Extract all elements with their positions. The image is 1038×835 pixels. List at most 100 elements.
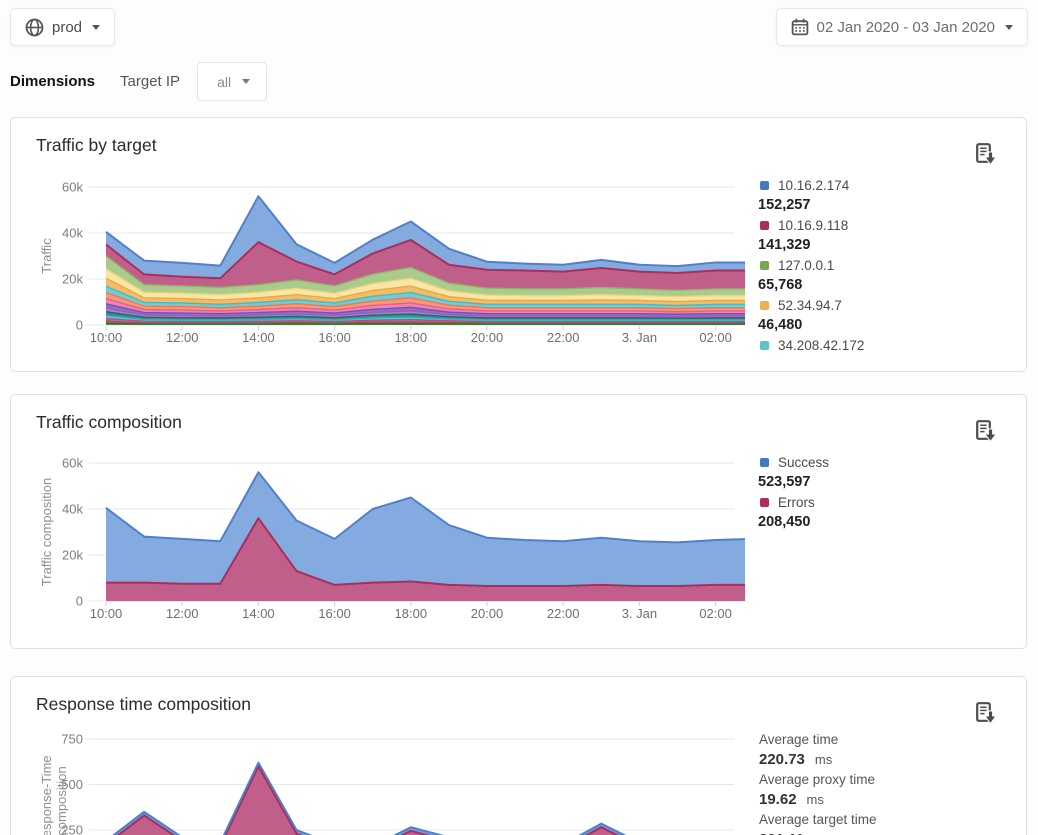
date-range-label: 02 Jan 2020 - 03 Jan 2020 bbox=[816, 18, 995, 36]
svg-text:0: 0 bbox=[76, 594, 83, 609]
svg-text:60k: 60k bbox=[62, 456, 83, 471]
stat-value-row: 220.73 ms bbox=[759, 750, 877, 770]
svg-text:20k: 20k bbox=[62, 548, 83, 563]
legend-value: 152,257 bbox=[758, 197, 811, 213]
svg-text:750: 750 bbox=[61, 732, 83, 747]
response-time-composition-card: Response time composition 25050075010:00… bbox=[10, 676, 1027, 835]
environment-label: prod bbox=[52, 18, 83, 36]
svg-text:40k: 40k bbox=[62, 502, 83, 517]
legend-item[interactable]: 10.16.9.118 bbox=[758, 215, 864, 235]
chevron-down-icon bbox=[92, 24, 101, 30]
stat-value-row: 201.11 ms bbox=[759, 830, 877, 835]
stat-label: Average proxy time bbox=[759, 772, 876, 787]
legend-item[interactable]: Errors bbox=[758, 492, 829, 512]
card-title: Response time composition bbox=[36, 694, 251, 714]
legend-label: 10.16.9.118 bbox=[778, 217, 849, 233]
filters-bar: Dimensions Target IP all bbox=[10, 62, 268, 101]
svg-text:20:00: 20:00 bbox=[471, 606, 504, 621]
stat-unit: ms bbox=[814, 752, 833, 767]
calendar-icon bbox=[791, 18, 809, 36]
svg-text:20:00: 20:00 bbox=[471, 330, 504, 345]
stat-label: Average time bbox=[759, 732, 839, 747]
svg-text:22:00: 22:00 bbox=[547, 606, 580, 621]
legend-item[interactable]: 127.0.0.1 bbox=[758, 255, 864, 275]
svg-text:250: 250 bbox=[61, 823, 83, 835]
legend-value: 141,329 bbox=[758, 237, 811, 253]
svg-text:16:00: 16:00 bbox=[318, 606, 351, 621]
globe-icon bbox=[25, 18, 44, 37]
chevron-down-icon bbox=[1005, 24, 1013, 30]
svg-text:18:00: 18:00 bbox=[395, 606, 428, 621]
stat-unit: ms bbox=[806, 792, 824, 807]
environment-selector[interactable]: prod bbox=[10, 8, 116, 46]
legend-value: 65,768 bbox=[758, 277, 803, 293]
card-title: Traffic by target bbox=[36, 135, 157, 155]
svg-text:composition: composition bbox=[54, 766, 69, 835]
svg-text:40k: 40k bbox=[62, 226, 83, 241]
series-swatch bbox=[760, 340, 769, 350]
legend-item[interactable]: 52.34.94.7 bbox=[758, 295, 864, 315]
target-ip-selected-value: all bbox=[217, 73, 232, 90]
legend-label: 52.34.94.7 bbox=[778, 297, 842, 313]
legend-label: 10.16.2.174 bbox=[778, 177, 850, 193]
series-swatch bbox=[760, 220, 769, 230]
legend-item[interactable]: Success bbox=[758, 452, 829, 472]
response-time-chart[interactable]: 25050075010:0012:0014:0016:0018:0020:002… bbox=[11, 721, 745, 835]
svg-text:20k: 20k bbox=[62, 272, 83, 287]
series-swatch bbox=[760, 497, 769, 507]
card-title: Traffic composition bbox=[36, 412, 182, 432]
export-report-icon[interactable] bbox=[976, 702, 998, 726]
svg-text:12:00: 12:00 bbox=[166, 606, 199, 621]
chart-legend: Success 523,597 Errors 208,450 bbox=[758, 452, 829, 532]
svg-text:14:00: 14:00 bbox=[242, 330, 275, 345]
export-report-icon[interactable] bbox=[976, 420, 998, 444]
series-swatch bbox=[760, 180, 769, 190]
svg-text:18:00: 18:00 bbox=[395, 330, 428, 345]
legend-value: 523,597 bbox=[758, 474, 811, 490]
traffic-by-target-card: Traffic by target 0 20k 40k 60k 10:00 12:00 14… bbox=[10, 117, 1027, 372]
traffic-composition-card: Traffic composition 0 20k 40k 60k 10:00 12:00… bbox=[10, 394, 1027, 649]
svg-text:22:00: 22:00 bbox=[547, 330, 580, 345]
stat-value: 201.11 bbox=[759, 831, 804, 835]
legend-value: 208,450 bbox=[758, 514, 811, 530]
stat-label: Average target time bbox=[759, 812, 877, 827]
legend-label: Success bbox=[778, 454, 830, 470]
chart-legend: 10.16.2.174 152,257 10.16.9.118 141,329 … bbox=[758, 175, 864, 355]
svg-text:02:00: 02:00 bbox=[699, 330, 732, 345]
svg-text:3. Jan: 3. Jan bbox=[622, 606, 657, 621]
svg-text:Traffic: Traffic bbox=[39, 238, 54, 274]
svg-text:3. Jan: 3. Jan bbox=[622, 330, 657, 345]
legend-label: 127.0.0.1 bbox=[778, 257, 835, 273]
series-swatch bbox=[760, 300, 769, 310]
svg-text:10:00: 10:00 bbox=[90, 606, 123, 621]
traffic-composition-chart[interactable]: 0 20k 40k 60k 10:00 12:00 14:00 16:00 18:00 20:00… bbox=[11, 447, 745, 631]
stat-value-row: 19.62 ms bbox=[759, 790, 877, 810]
export-report-icon[interactable] bbox=[976, 143, 998, 167]
svg-text:60k: 60k bbox=[62, 180, 83, 195]
svg-text:Response-Time: Response-Time bbox=[39, 755, 54, 835]
series-swatch bbox=[760, 260, 769, 270]
svg-text:0: 0 bbox=[76, 318, 83, 333]
svg-text:02:00: 02:00 bbox=[699, 606, 732, 621]
date-range-picker[interactable]: 02 Jan 2020 - 03 Jan 2020 bbox=[775, 8, 1028, 46]
stat-unit: ms bbox=[814, 832, 831, 835]
dimensions-heading: Dimensions bbox=[10, 73, 96, 90]
legend-item[interactable]: 10.16.2.174 bbox=[758, 175, 864, 195]
chevron-down-icon bbox=[242, 79, 251, 84]
response-time-stats: Average time 220.73 ms Average proxy time… bbox=[759, 730, 877, 835]
svg-text:12:00: 12:00 bbox=[166, 330, 199, 345]
svg-text:500: 500 bbox=[61, 777, 83, 792]
series-swatch bbox=[760, 457, 769, 467]
legend-label: 34.208.42.172 bbox=[778, 337, 865, 353]
legend-value: 46,480 bbox=[758, 317, 803, 333]
traffic-by-target-chart[interactable]: 0 20k 40k 60k 10:00 12:00 14:00 16:00 18:00 20:00… bbox=[11, 171, 745, 353]
stat-value: 220.73 bbox=[759, 751, 805, 768]
legend-item[interactable]: 34.208.42.172 bbox=[758, 335, 864, 355]
target-ip-label: Target IP bbox=[120, 73, 181, 90]
legend-label: Errors bbox=[778, 494, 815, 510]
svg-text:16:00: 16:00 bbox=[318, 330, 351, 345]
svg-text:Traffic composition: Traffic composition bbox=[39, 478, 54, 586]
svg-text:10:00: 10:00 bbox=[90, 330, 123, 345]
target-ip-select[interactable]: all bbox=[197, 62, 268, 101]
